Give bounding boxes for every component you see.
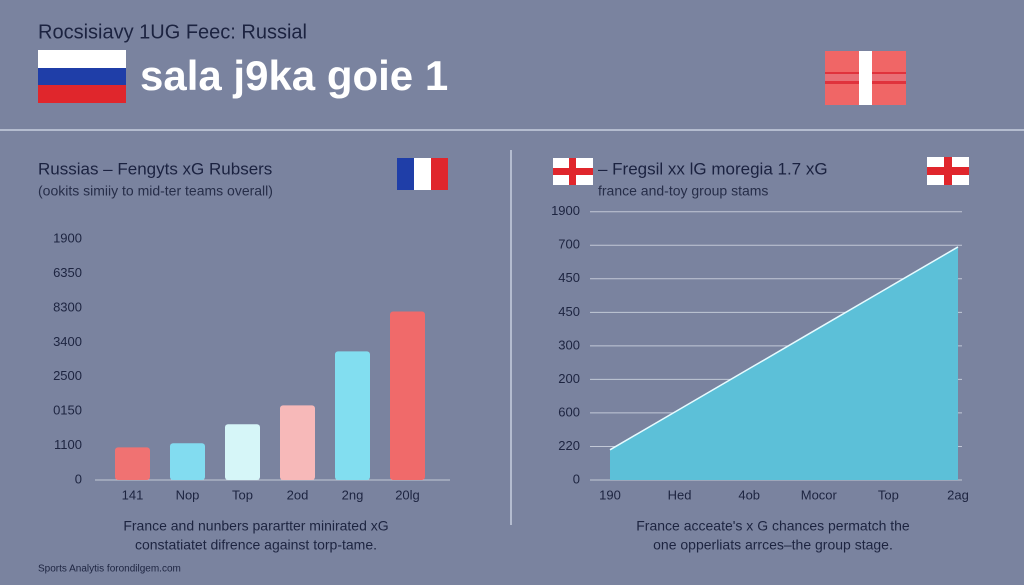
y-tick-label: 0 [75,471,82,486]
caption: France and nunbers parartter minirated x… [123,518,388,534]
y-tick-label: 0 [573,471,580,486]
caption: France acceate's x G chances permatch th… [636,518,910,534]
x-tick-label: 2ng [342,487,364,502]
y-tick-label: 600 [558,404,580,419]
x-tick-label: Top [232,487,253,502]
y-tick-label: 1900 [551,203,580,218]
x-tick-label: Mocor [801,487,838,502]
x-tick-label: 141 [122,487,144,502]
x-tick-label: 190 [599,487,621,502]
footer: Sports Analytis forondilgem.com [38,564,181,575]
y-tick-label: 0150 [53,403,82,418]
bar [115,447,150,480]
y-tick-label: 450 [558,270,580,285]
main-title: sala j9ka goie 1 [140,52,448,99]
area-line [609,246,959,451]
x-tick-label: Hed [668,487,692,502]
chart-subtitle: france and-toy group stams [598,183,768,199]
x-tick-label: 2ag [947,487,969,502]
y-tick-label: 450 [558,304,580,319]
flag-right [825,51,906,105]
chart-subtitle: (ookits simiiy to mid-ter teams overall) [38,183,273,199]
bar [335,351,370,480]
y-tick-label: 220 [558,438,580,453]
y-tick-label: 200 [558,371,580,386]
england-flag [927,157,969,185]
bar [390,311,425,480]
france-flag [397,158,448,190]
x-tick-label: Nop [176,487,200,502]
y-tick-label: 1900 [53,231,82,246]
caption: constatiatet difrence against torp-tame. [135,537,377,553]
y-tick-label: 700 [558,237,580,252]
y-tick-label: 3400 [53,334,82,349]
y-tick-label: 2500 [53,368,82,383]
y-tick-label: 8300 [53,299,82,314]
england-flag [553,158,593,185]
y-tick-label: 300 [558,337,580,352]
x-tick-label: Top [878,487,899,502]
y-tick-label: 6350 [53,265,82,280]
russia-flag [38,50,126,103]
kicker: Rocsisiavy 1UG Feec: Russial [38,21,307,43]
x-tick-label: 2od [287,487,309,502]
caption: one opperliats arrces–the group stage. [653,537,893,553]
y-tick-label: 1100 [54,437,82,452]
area [610,246,958,480]
chart-title: Russias – Fengyts xG Rubsers [38,159,272,178]
bar [225,424,260,480]
x-tick-label: 20lg [395,487,420,502]
chart-title: – Fregsil xx lG moregia 1.7 xG [598,159,828,178]
x-tick-label: 4ob [738,487,760,502]
bar [280,405,315,480]
bar [170,443,205,480]
